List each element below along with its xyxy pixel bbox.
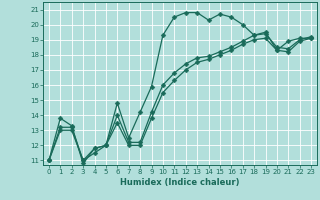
- X-axis label: Humidex (Indice chaleur): Humidex (Indice chaleur): [120, 178, 240, 187]
